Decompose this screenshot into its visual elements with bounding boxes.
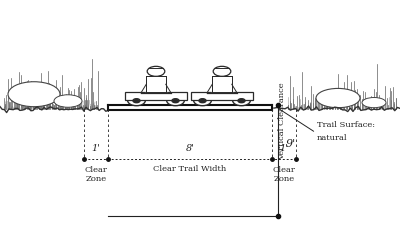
Bar xyxy=(212,76,232,92)
Ellipse shape xyxy=(8,82,60,107)
Ellipse shape xyxy=(54,95,82,107)
Text: Clear
Zone: Clear Zone xyxy=(84,166,108,183)
Text: Vertical Clearance: Vertical Clearance xyxy=(278,83,286,160)
FancyBboxPatch shape xyxy=(191,92,253,100)
Circle shape xyxy=(128,96,145,106)
Circle shape xyxy=(238,99,245,103)
FancyBboxPatch shape xyxy=(125,92,187,100)
Ellipse shape xyxy=(362,97,386,108)
Text: 1': 1' xyxy=(92,144,100,153)
Text: 1': 1' xyxy=(280,144,288,153)
Text: natural: natural xyxy=(317,134,348,142)
Circle shape xyxy=(213,66,231,76)
Circle shape xyxy=(147,66,165,76)
Circle shape xyxy=(199,99,206,103)
Circle shape xyxy=(194,96,211,106)
Circle shape xyxy=(167,96,184,106)
Text: Trail Surface:: Trail Surface: xyxy=(317,121,375,129)
Text: Clear Trail Width: Clear Trail Width xyxy=(153,165,227,173)
Text: Clear
Zone: Clear Zone xyxy=(272,166,296,183)
Circle shape xyxy=(172,99,179,103)
Ellipse shape xyxy=(316,88,360,108)
Bar xyxy=(146,76,166,92)
Text: 9': 9' xyxy=(285,139,295,149)
Text: 8': 8' xyxy=(186,144,194,153)
Bar xyxy=(108,105,272,110)
Circle shape xyxy=(233,96,250,106)
Circle shape xyxy=(133,99,140,103)
